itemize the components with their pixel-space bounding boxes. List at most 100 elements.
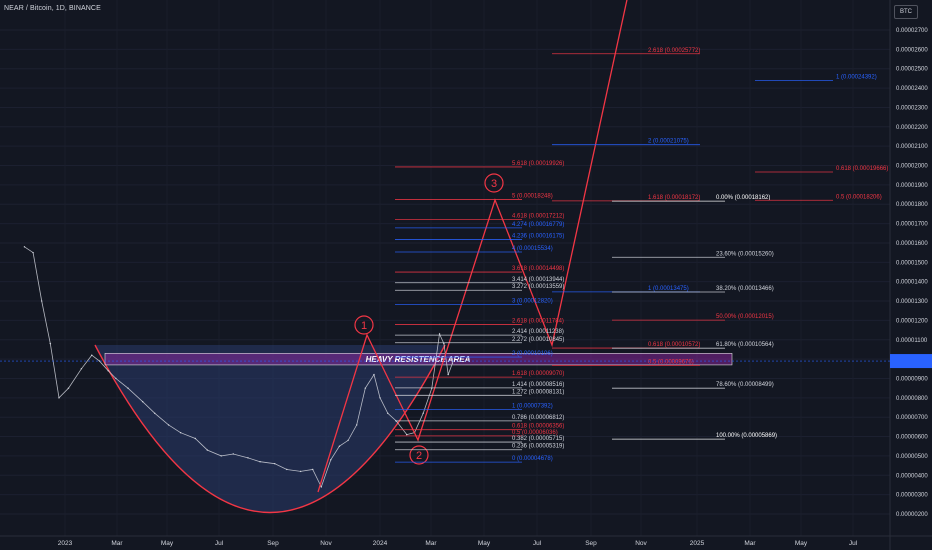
fib-ext-b-label: 2 (0.00021075) xyxy=(648,139,689,145)
price-point xyxy=(40,300,43,302)
price-point xyxy=(141,401,144,403)
price-point xyxy=(299,470,302,473)
fib-ext-a-label: 2.272 (0.00010845) xyxy=(512,337,564,343)
price-point xyxy=(451,362,454,364)
price-point xyxy=(422,412,424,415)
price-point xyxy=(67,387,70,389)
y-tick-label: 0.00002500 xyxy=(896,67,928,73)
price-point xyxy=(194,437,197,440)
fib-ext-a-label: 3.414 (0.00013944) xyxy=(512,277,564,283)
x-tick-label: May xyxy=(795,540,808,547)
fib-ext-a-label: 4.236 (0.00016175) xyxy=(512,234,564,240)
current-price-badge xyxy=(890,354,932,369)
fib-ext-a-label: 5.618 (0.00019926) xyxy=(512,161,564,167)
fib-retrace-label: 0.00% (0.00018162) xyxy=(716,195,770,201)
x-tick-label: Sep xyxy=(267,540,279,547)
fib-ext-b-label: 1 (0.00013475) xyxy=(648,286,689,292)
y-tick-label: 0.00002700 xyxy=(896,28,928,34)
price-point xyxy=(115,377,117,380)
y-tick-label: 0.00001100 xyxy=(896,338,928,344)
price-point xyxy=(206,449,209,451)
price-point xyxy=(247,457,249,459)
x-tick-label: Nov xyxy=(635,540,647,547)
price-point xyxy=(220,455,222,457)
price-point xyxy=(80,368,83,370)
projection-path xyxy=(317,0,628,493)
price-point xyxy=(127,387,129,389)
x-tick-label: Mar xyxy=(425,540,437,547)
fib-ext-a-label: 0.618 (0.00006356) xyxy=(512,424,564,430)
price-point xyxy=(447,373,449,376)
fib-ext-b-label: 2.618 (0.00025772) xyxy=(648,48,700,54)
fib-retrace-label: 78.60% (0.00008499) xyxy=(716,382,774,388)
y-tick-label: 0.00001200 xyxy=(896,318,928,324)
price-point xyxy=(232,453,234,455)
price-point xyxy=(338,445,341,447)
y-tick-label: 0.00000800 xyxy=(896,396,928,402)
fib-ext-a-label: 0.236 (0.00005319) xyxy=(512,444,564,450)
price-point xyxy=(91,354,93,356)
fib-retrace-label: 38.20% (0.00013466) xyxy=(716,286,774,292)
y-tick-label: 0.00001500 xyxy=(896,260,928,266)
x-tick-label: 2025 xyxy=(690,540,705,547)
wave-label-circle xyxy=(484,173,504,193)
fib-ext-b-label: 0.618 (0.00010572) xyxy=(648,342,700,348)
price-point xyxy=(438,333,441,335)
fib-ext-b-label: 0.5 (0.00009676) xyxy=(648,359,694,365)
price-point xyxy=(274,462,276,465)
y-tick-label: 0.00001600 xyxy=(896,241,928,247)
wave-label: 1 xyxy=(361,320,367,332)
fib-ext-a-label: 5 (0.00018248) xyxy=(512,193,553,199)
x-tick-label: Mar xyxy=(111,540,123,547)
cup-outline xyxy=(94,344,446,513)
currency-button[interactable]: BTC xyxy=(894,5,918,19)
price-point xyxy=(49,342,52,345)
y-tick-label: 0.00002600 xyxy=(896,47,928,53)
wave-label-circle xyxy=(409,445,429,465)
y-tick-label: 0.00000900 xyxy=(896,376,928,382)
fib-ext-a-label: 4.618 (0.00017212) xyxy=(512,213,564,219)
y-tick-label: 0.00002000 xyxy=(896,164,928,170)
fib-retrace-label: 50.00% (0.00012015) xyxy=(716,314,774,320)
y-tick-label: 0.00000700 xyxy=(896,415,928,421)
price-point xyxy=(347,439,349,442)
y-tick-label: 0.00002200 xyxy=(896,125,928,131)
price-point xyxy=(311,468,314,471)
x-tick-label: Sep xyxy=(585,540,597,547)
fib-ext-a-label: 1.414 (0.00008516) xyxy=(512,382,564,388)
price-point xyxy=(98,360,101,362)
y-tick-label: 0.00002100 xyxy=(896,144,928,150)
y-tick-label: 0.00001300 xyxy=(896,299,928,305)
fib-ext-a-label: 0.786 (0.00006812) xyxy=(512,415,564,421)
y-tick-label: 0.00001400 xyxy=(896,280,928,286)
x-tick-label: May xyxy=(161,540,174,547)
fib-ext-a-label: 3.618 (0.00014498) xyxy=(512,266,564,272)
fib-ext-a-label: 3 (0.00012820) xyxy=(512,299,553,305)
price-point xyxy=(58,397,60,399)
y-tick-label: 0.00001700 xyxy=(896,222,928,228)
y-tick-label: 0.00000400 xyxy=(896,473,928,479)
y-tick-label: 0.00001800 xyxy=(896,202,928,208)
price-point xyxy=(286,468,288,471)
y-tick-label: 0.00000600 xyxy=(896,435,928,441)
fib-ext-c-label: 0.5 (0.00018206) xyxy=(836,194,882,200)
price-point xyxy=(330,459,332,461)
price-point xyxy=(406,433,408,436)
x-tick-label: Jul xyxy=(533,540,542,547)
resistance-zone-label: HEAVY RESISTENCE AREA xyxy=(366,355,471,364)
price-point xyxy=(23,246,26,248)
price-point xyxy=(167,424,170,426)
fib-ext-a-label: 0.5 (0.00006036) xyxy=(512,430,558,436)
y-tick-label: 0.00000200 xyxy=(896,512,928,518)
x-tick-label: Jul xyxy=(215,540,224,547)
fib-retrace-label: 100.00% (0.00005869) xyxy=(716,433,777,439)
x-tick-label: Mar xyxy=(744,540,756,547)
price-point xyxy=(443,342,445,345)
price-point xyxy=(179,431,182,434)
chart-title: NEAR / Bitcoin, 1D, BINANCE xyxy=(4,5,101,12)
price-point xyxy=(379,397,381,399)
wave-label: 2 xyxy=(416,450,422,462)
x-tick-label: Jul xyxy=(849,540,858,547)
